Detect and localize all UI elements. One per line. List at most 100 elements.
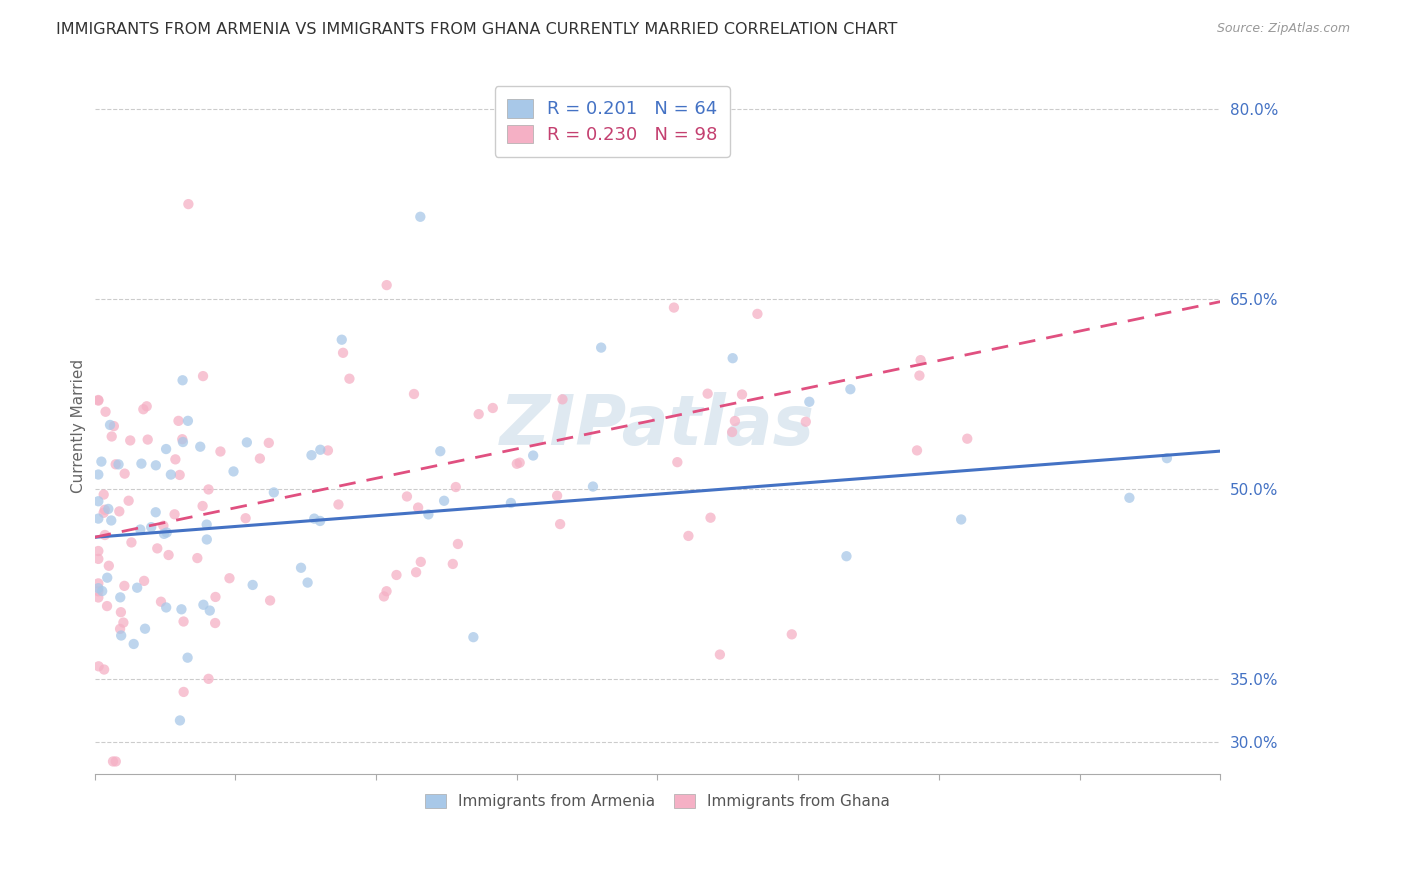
Point <box>169 467 191 482</box>
Point <box>87 552 110 566</box>
Point <box>447 537 470 551</box>
Point <box>191 499 214 513</box>
Point <box>499 496 522 510</box>
Point <box>193 598 215 612</box>
Point <box>134 622 156 636</box>
Point <box>195 533 218 547</box>
Point <box>87 494 110 508</box>
Point <box>699 510 721 524</box>
Point <box>90 454 112 468</box>
Point <box>402 387 425 401</box>
Point <box>731 387 754 401</box>
Point <box>236 435 259 450</box>
Point <box>87 467 110 482</box>
Point <box>155 600 177 615</box>
Point <box>302 511 325 525</box>
Point <box>316 443 339 458</box>
Point <box>204 590 226 604</box>
Point <box>249 451 271 466</box>
Point <box>107 458 129 472</box>
Point <box>177 414 200 428</box>
Y-axis label: Currently Married: Currently Married <box>72 359 86 493</box>
Point <box>467 407 489 421</box>
Point <box>172 373 194 387</box>
Point <box>186 551 208 566</box>
Point <box>145 505 167 519</box>
Point <box>429 444 451 458</box>
Point <box>910 353 932 368</box>
Point <box>135 399 157 413</box>
Point <box>129 523 152 537</box>
Point <box>131 457 153 471</box>
Point <box>441 557 464 571</box>
Point <box>406 500 429 515</box>
Point <box>103 419 125 434</box>
Point <box>1156 451 1178 466</box>
Point <box>375 278 398 293</box>
Point <box>120 434 142 448</box>
Point <box>463 630 485 644</box>
Point <box>444 480 467 494</box>
Point <box>301 448 323 462</box>
Point <box>747 307 769 321</box>
Point <box>481 401 503 415</box>
Point <box>509 456 531 470</box>
Point <box>724 414 747 428</box>
Point <box>169 714 191 728</box>
Point <box>721 425 744 439</box>
Point <box>108 622 131 636</box>
Point <box>145 458 167 473</box>
Point <box>506 457 529 471</box>
Point <box>548 517 571 532</box>
Point <box>197 672 219 686</box>
Point <box>235 511 257 525</box>
Point <box>908 368 931 383</box>
Point <box>209 444 232 458</box>
Point <box>328 498 350 512</box>
Point <box>94 405 117 419</box>
Point <box>97 502 120 516</box>
Point <box>263 485 285 500</box>
Point <box>257 436 280 450</box>
Point <box>87 576 110 591</box>
Point <box>339 372 361 386</box>
Text: Source: ZipAtlas.com: Source: ZipAtlas.com <box>1216 22 1350 36</box>
Point <box>176 650 198 665</box>
Point <box>120 535 142 549</box>
Point <box>93 663 115 677</box>
Point <box>433 493 456 508</box>
Point <box>177 197 200 211</box>
Point <box>678 529 700 543</box>
Point <box>87 511 110 525</box>
Point <box>721 351 744 366</box>
Point <box>385 568 408 582</box>
Point <box>101 755 124 769</box>
Point <box>1118 491 1140 505</box>
Point <box>395 490 418 504</box>
Point <box>173 615 195 629</box>
Point <box>666 455 689 469</box>
Point <box>97 558 120 573</box>
Point <box>152 518 174 533</box>
Point <box>110 605 132 619</box>
Point <box>110 591 132 605</box>
Point <box>709 648 731 662</box>
Text: IMMIGRANTS FROM ARMENIA VS IMMIGRANTS FROM GHANA CURRENTLY MARRIED CORRELATION C: IMMIGRANTS FROM ARMENIA VS IMMIGRANTS FR… <box>56 22 897 37</box>
Point <box>173 685 195 699</box>
Point <box>100 429 122 443</box>
Point <box>546 489 568 503</box>
Point <box>242 578 264 592</box>
Point <box>132 402 155 417</box>
Point <box>405 566 427 580</box>
Point <box>582 479 605 493</box>
Point <box>409 555 432 569</box>
Point <box>87 393 110 408</box>
Point <box>373 590 395 604</box>
Point <box>309 442 332 457</box>
Point <box>794 415 817 429</box>
Point <box>93 506 115 520</box>
Point <box>172 435 194 450</box>
Point <box>172 432 194 446</box>
Point <box>93 502 115 516</box>
Point <box>522 449 544 463</box>
